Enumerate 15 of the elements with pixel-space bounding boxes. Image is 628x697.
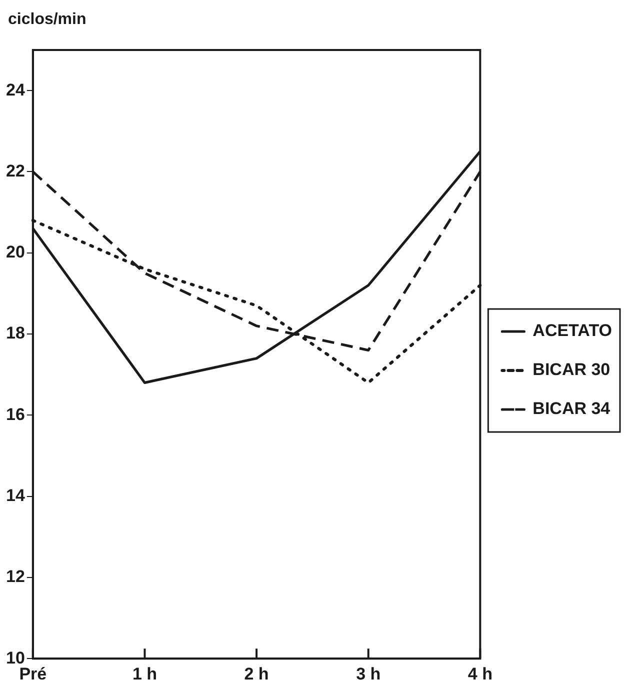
y-tick-label: 20 <box>6 242 25 262</box>
x-tick-label: 4 h <box>468 664 492 684</box>
x-tick-label: 3 h <box>356 664 381 684</box>
x-tick-label: 2 h <box>244 664 269 684</box>
legend-label: BICAR 30 <box>532 360 610 380</box>
y-tick-label: 12 <box>6 567 25 586</box>
y-tick-label: 14 <box>6 486 26 505</box>
legend-label: BICAR 34 <box>532 399 611 418</box>
y-axis-title: ciclos/min <box>8 11 86 28</box>
x-tick-label: 1 h <box>132 664 158 684</box>
y-tick-label: 18 <box>6 324 25 343</box>
legend-label: ACETATO <box>532 321 612 340</box>
y-tick-label: 24 <box>6 80 26 100</box>
y-tick-label: 22 <box>6 161 25 180</box>
y-tick-label: 16 <box>6 404 25 424</box>
